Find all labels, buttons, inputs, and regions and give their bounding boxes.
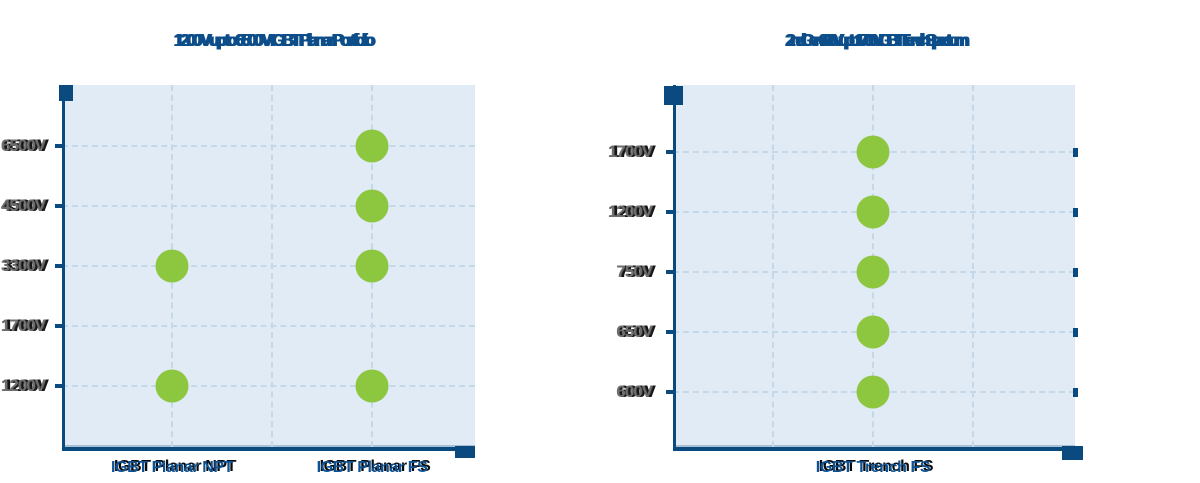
data-point <box>155 369 189 403</box>
right-axis-tick <box>1073 148 1078 157</box>
gridline-h <box>62 205 475 207</box>
chart-title: 1200 V up to 6500 V IGBT Planar Portfoli… <box>173 30 374 50</box>
x-axis-label: IGBT Trench FS <box>815 459 931 476</box>
y-axis-tick <box>666 270 673 274</box>
y-axis-tick <box>666 390 673 394</box>
y-axis-label: 1200V <box>607 202 653 221</box>
data-point <box>856 375 890 409</box>
y-axis-tick <box>666 330 673 334</box>
gridline-v <box>271 85 273 447</box>
gridline-h <box>62 385 475 387</box>
data-point <box>856 255 890 289</box>
gridline-v <box>772 85 774 447</box>
y-axis-tick <box>55 144 62 148</box>
y-axis-label: 1700V <box>607 142 653 161</box>
x-axis-label: IGBT Planar NPT <box>110 459 234 476</box>
right-axis-tick <box>1073 268 1078 277</box>
data-point <box>355 129 389 163</box>
x-axis-line <box>673 447 1075 451</box>
data-point <box>355 249 389 283</box>
gridline-h <box>62 325 475 327</box>
data-point <box>355 189 389 223</box>
axis-endcap-bottom-icon <box>1062 446 1083 460</box>
right-axis-tick <box>1073 388 1078 397</box>
x-axis-line <box>62 447 475 451</box>
data-point <box>155 249 189 283</box>
data-point <box>856 135 890 169</box>
x-axis-label: IGBT Planar FS <box>316 459 428 476</box>
y-axis-label: 4500V <box>0 196 46 215</box>
y-axis-label: 1700V <box>0 316 46 335</box>
y-axis-label: 1200V <box>0 376 46 395</box>
right-axis-tick <box>1073 328 1078 337</box>
y-axis-tick <box>55 324 62 328</box>
y-axis-tick <box>55 264 62 268</box>
axis-endcap-top-icon <box>664 86 683 105</box>
y-axis-tick <box>55 384 62 388</box>
y-axis-label: 750V <box>616 262 653 281</box>
axis-endcap-top-icon <box>59 85 73 101</box>
y-axis-line <box>673 85 676 451</box>
y-axis-label: 600V <box>616 382 653 401</box>
data-point <box>355 369 389 403</box>
axis-endcap-bottom-icon <box>455 446 475 458</box>
y-axis-label: 650V <box>616 322 653 341</box>
y-axis-line <box>62 85 65 451</box>
y-axis-tick <box>666 210 673 214</box>
y-axis-label: 3300V <box>0 256 46 275</box>
y-axis-label: 6500V <box>0 136 46 155</box>
y-axis-tick <box>666 150 673 154</box>
right-axis-tick <box>1073 208 1078 217</box>
chart-title: 2nd Gen 600 V up to 1700 V IGBT Trench S… <box>784 30 969 50</box>
gridline-h <box>62 265 475 267</box>
gridline-h <box>62 145 475 147</box>
data-point <box>856 315 890 349</box>
data-point <box>856 195 890 229</box>
gridline-v <box>972 85 974 447</box>
y-axis-tick <box>55 204 62 208</box>
